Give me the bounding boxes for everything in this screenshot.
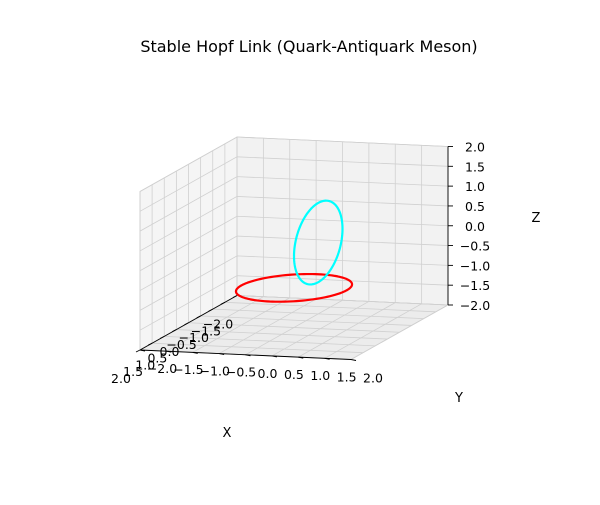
- y-gridline: [192, 139, 291, 353]
- chart-title: Stable Hopf Link (Quark-Antiquark Meson): [140, 37, 477, 56]
- x-tick-mark: [172, 329, 177, 332]
- y-tick-label: −2.0: [147, 361, 177, 376]
- z-gridline: [139, 136, 449, 192]
- y-gridline: [245, 141, 343, 356]
- y-tick-label: 2.0: [363, 371, 383, 386]
- x-tick-mark: [220, 301, 226, 305]
- z-tick-label: 0.5: [465, 199, 485, 214]
- x-tick-mark: [160, 335, 165, 339]
- z-gridline: [139, 176, 449, 232]
- y-tick-label: 0.5: [284, 367, 304, 382]
- x-tick-label: 1.0: [135, 357, 155, 372]
- y-tick-mark: [166, 350, 172, 353]
- y-tick-mark: [192, 351, 198, 354]
- z-gridline: [139, 215, 449, 272]
- y-tick-mark: [324, 357, 330, 360]
- z-tick-label: 0.0: [465, 219, 485, 234]
- z-gridline: [139, 255, 449, 311]
- y-gridline: [298, 144, 396, 358]
- x-tick-label: 0.0: [160, 344, 180, 359]
- y-tick-label: 1.5: [337, 369, 357, 384]
- y-tick-mark: [298, 356, 304, 359]
- y-tick-mark: [245, 354, 251, 357]
- x-tick-label: 0.5: [147, 351, 167, 366]
- z-tick-label: −1.0: [460, 258, 490, 273]
- data-series: [234, 199, 354, 303]
- y-tick-label: −1.5: [173, 362, 203, 377]
- x-tick-mark: [232, 295, 238, 298]
- z-gridline: [139, 235, 449, 291]
- x-tick-label: −0.5: [166, 337, 196, 352]
- y-tick-label: 0.0: [258, 366, 278, 381]
- cyan-loop-series: [292, 199, 344, 286]
- y-tick-mark: [139, 349, 146, 352]
- z-gridline: [139, 196, 449, 252]
- x-tick-mark: [147, 342, 153, 346]
- x-tick-mark: [208, 308, 213, 312]
- x-tick-label: 1.5: [123, 364, 143, 379]
- z-tick-label: 1.0: [465, 179, 485, 194]
- y-gridline: [324, 145, 423, 359]
- y-gridline: [166, 138, 264, 352]
- z-tick-label: −0.5: [460, 239, 490, 254]
- y-gridline: [271, 142, 370, 357]
- z-tick-label: −1.5: [460, 278, 490, 293]
- z-gridline: [139, 275, 449, 331]
- z-gridline: [139, 156, 449, 212]
- y-tick-label: 1.0: [310, 368, 330, 383]
- z-tick-label: 2.0: [465, 140, 485, 155]
- x-tick-label: −2.0: [203, 317, 233, 332]
- z-axis-label: Z: [532, 211, 541, 226]
- y-tick-mark: [350, 359, 357, 361]
- y-tick-label: −1.0: [200, 363, 230, 378]
- y-axis-label: Y: [454, 391, 463, 406]
- x-tick-label: 2.0: [111, 371, 131, 386]
- x-tick-mark: [135, 349, 141, 353]
- z-tick-label: 1.5: [465, 159, 485, 174]
- red-loop-series: [234, 272, 354, 303]
- x-tick-label: −1.5: [191, 323, 221, 338]
- y-tick-mark: [271, 355, 277, 358]
- x-tick-label: −1.0: [179, 330, 209, 345]
- tick-labels: −2.0−2.0−2.0−1.5−1.5−1.5−1.0−1.0−1.0−0.5…: [111, 140, 490, 387]
- x-axis-label: X: [223, 426, 232, 441]
- y-tick-mark: [219, 353, 225, 356]
- x-tick-mark: [184, 322, 189, 326]
- y-tick-label: −0.5: [226, 365, 256, 380]
- z-tick-label: −2.0: [460, 298, 490, 313]
- tick-marks: [135, 146, 453, 361]
- x-tick-mark: [196, 315, 201, 319]
